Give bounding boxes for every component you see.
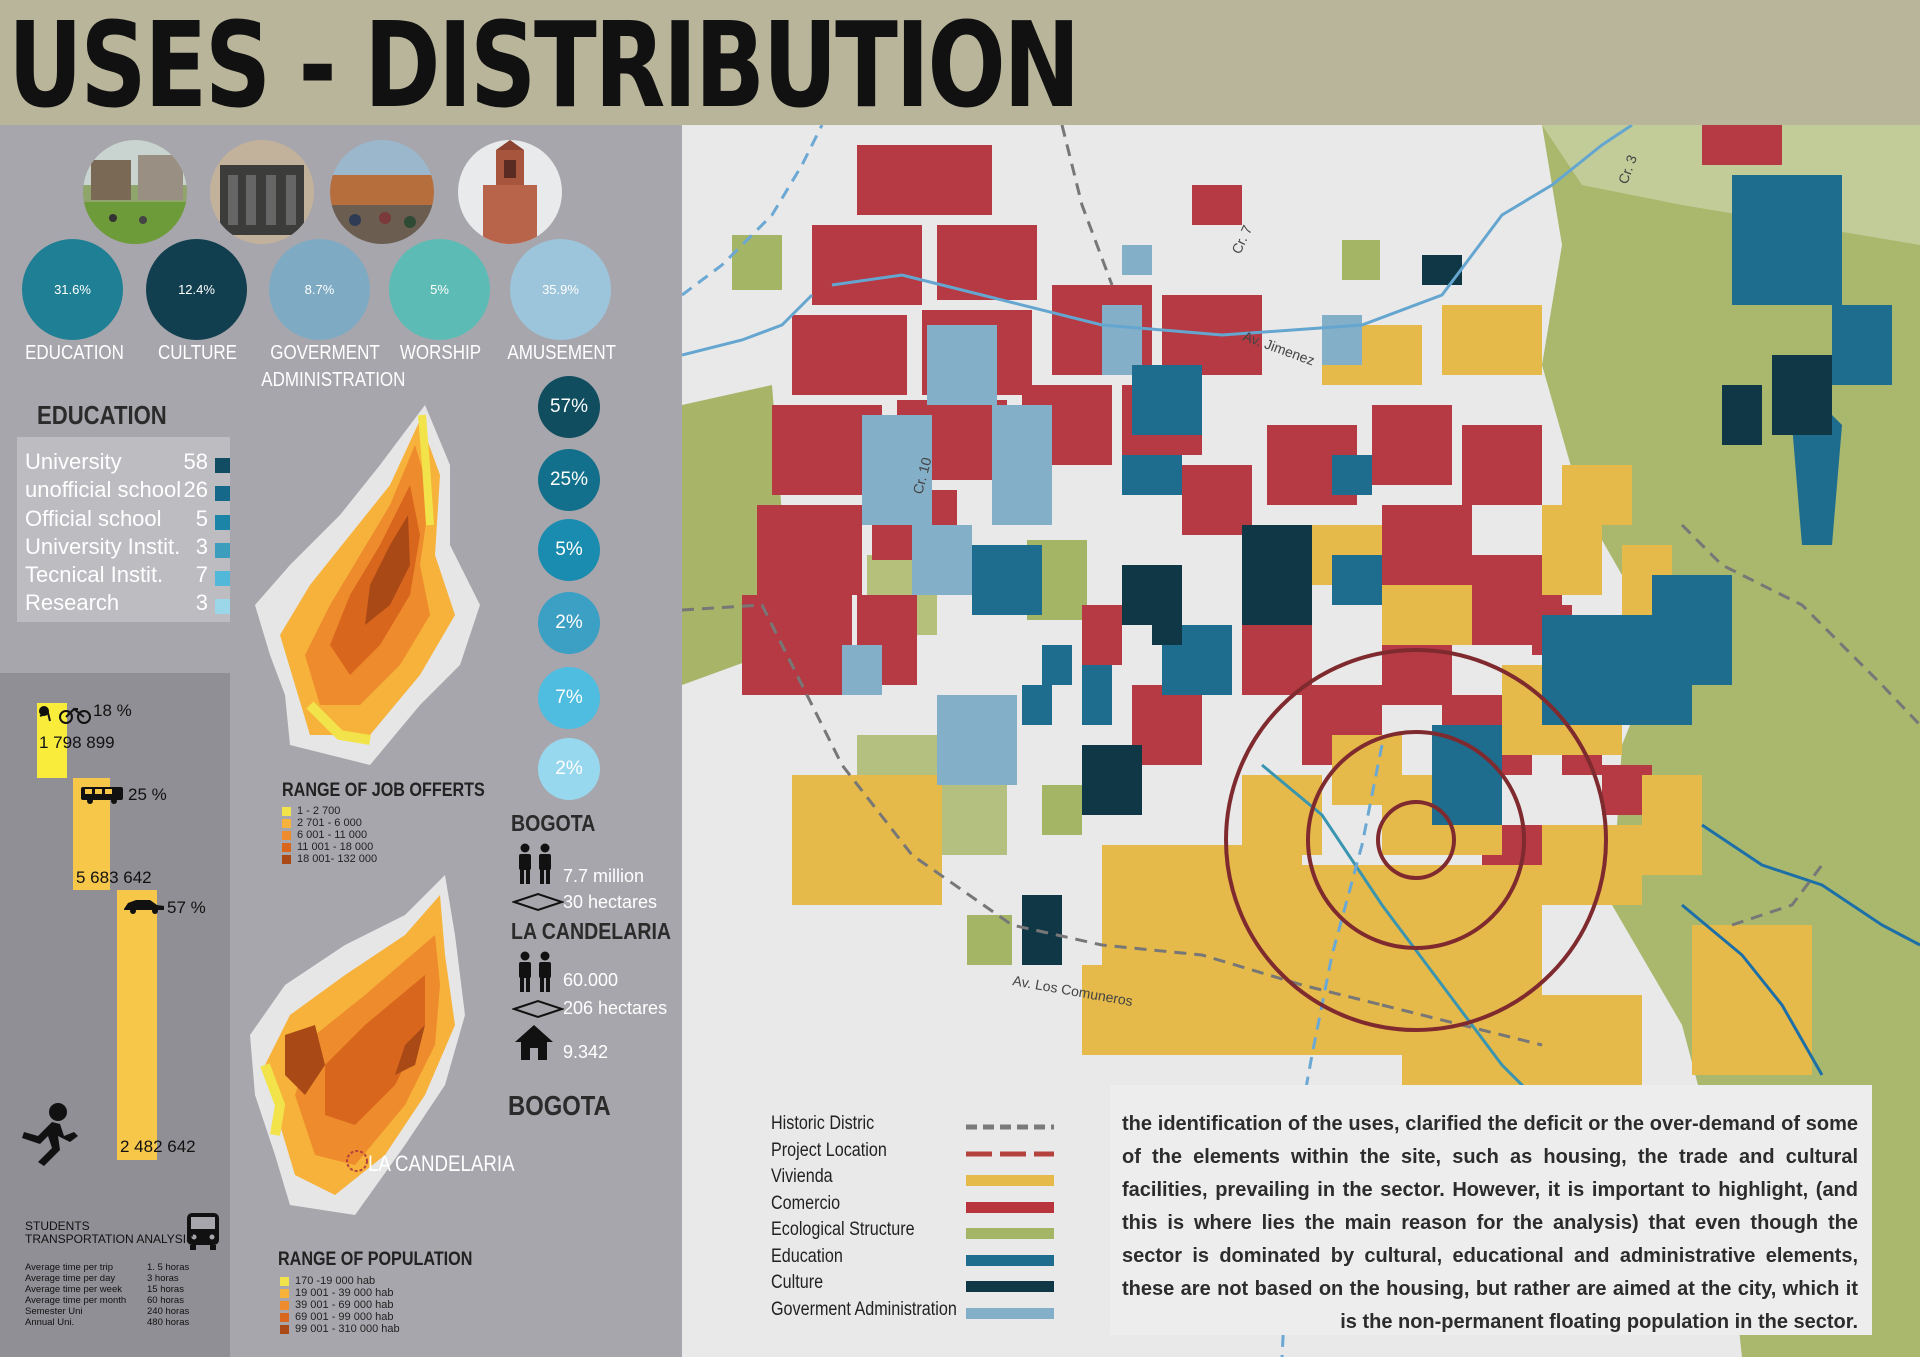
bus-front-icon bbox=[187, 1213, 219, 1250]
people-icon bbox=[519, 843, 551, 884]
education-title: EDUCATION bbox=[37, 400, 167, 430]
bogota-area: 30 hectares bbox=[563, 892, 658, 912]
legend-row: Project Location bbox=[771, 1140, 1054, 1161]
people-icon bbox=[519, 951, 551, 992]
house-icon bbox=[515, 1025, 553, 1060]
area-icon bbox=[512, 999, 564, 1019]
culture-pct-circle: 12.4% bbox=[146, 239, 247, 340]
students-stats-table: Average time per trip 1. 5 horas Average … bbox=[25, 1262, 189, 1328]
stats-row: Annual Uni. 480 horas bbox=[25, 1317, 190, 1328]
map-legend: Historic Distric Project Location Vivien… bbox=[755, 1085, 1070, 1335]
stats-row: Average time per month 60 horas bbox=[25, 1295, 184, 1306]
building-photo bbox=[210, 140, 314, 244]
education-pct-circle: 31.6% bbox=[22, 239, 123, 340]
bus-pct: 25 % bbox=[128, 785, 167, 804]
education-pct-57: 57% bbox=[538, 376, 600, 438]
government-pct-circle: 8.7% bbox=[269, 239, 370, 340]
legend-row: Education bbox=[771, 1246, 1061, 1272]
legend-row: Goverment Administration bbox=[771, 1299, 1061, 1325]
education-pct-25: 25% bbox=[538, 449, 600, 511]
job-map-legend: 1 - 2 700 2 701 - 6 000 6 001 - 11 000 1… bbox=[282, 805, 377, 865]
education-pct-2b: 2% bbox=[538, 738, 600, 800]
la-candelaria-map-label: LA CANDELARIA bbox=[368, 1151, 515, 1176]
amusement-pct-circle: 35.9% bbox=[510, 239, 611, 340]
bike-icon bbox=[39, 706, 91, 724]
transport-panel bbox=[0, 673, 230, 1357]
bus-count: 5 683 642 bbox=[76, 868, 152, 887]
amusement-label: AMUSEMENT bbox=[507, 342, 617, 364]
bogota-heading: BOGOTA bbox=[511, 810, 596, 836]
legend-row: Vivienda bbox=[771, 1166, 1061, 1192]
car-bar bbox=[117, 890, 157, 1160]
education-row: Official school 5 bbox=[25, 506, 230, 534]
candelaria-population: 60.000 bbox=[563, 970, 619, 990]
education-row: University 58 bbox=[25, 449, 230, 477]
education-row: unofficial school 26 bbox=[25, 477, 230, 505]
stats-row: Average time per trip 1. 5 horas bbox=[25, 1262, 190, 1273]
bike-pct: 18 % bbox=[93, 701, 132, 720]
education-label: EDUCATION bbox=[25, 342, 124, 364]
area-icon bbox=[512, 892, 564, 912]
students-title: STUDENTS TRANSPORTATION ANALYSIS bbox=[25, 1219, 195, 1246]
car-icon bbox=[124, 900, 164, 914]
candelaria-area: 206 hectares bbox=[563, 998, 668, 1018]
legend-row: Historic Distric bbox=[771, 1113, 1054, 1134]
population-map-title: RANGE OF POPULATION bbox=[278, 1249, 473, 1270]
campus-photo bbox=[83, 140, 187, 244]
bike-count: 1 798 899 bbox=[39, 733, 115, 752]
candelaria-homes: 9.342 bbox=[563, 1042, 609, 1062]
bogota-population: 7.7 million bbox=[563, 866, 645, 886]
worship-label: WORSHIP bbox=[399, 342, 482, 364]
candelaria-heading: LA CANDELARIA bbox=[511, 918, 672, 944]
description-text: the identification of the uses, clarifie… bbox=[1122, 1113, 1858, 1333]
stats-row: Average time per week 15 horas bbox=[25, 1284, 184, 1295]
education-row: Tecnical Instit. 7 bbox=[25, 562, 230, 590]
culture-label: CULTURE bbox=[157, 342, 238, 364]
population-map-legend: 170 -19 000 hab 19 001 - 39 000 hab 39 0… bbox=[280, 1275, 400, 1335]
market-photo bbox=[330, 140, 434, 244]
education-pct-7: 7% bbox=[538, 667, 600, 729]
bus-icon bbox=[81, 787, 123, 804]
title-bar: USES - DISTRIBUTION bbox=[0, 0, 1920, 134]
education-pct-5: 5% bbox=[538, 519, 600, 581]
legend-row: Culture bbox=[771, 1272, 1061, 1298]
legend-row: Comercio bbox=[771, 1193, 1061, 1219]
page-title: USES - DISTRIBUTION bbox=[8, 0, 1080, 134]
job-map-title: RANGE OF JOB OFFERTS bbox=[282, 780, 485, 801]
job-offers-map bbox=[255, 405, 480, 765]
stats-row: Semester Uni 240 horas bbox=[25, 1306, 190, 1317]
population-map bbox=[250, 875, 465, 1215]
car-count: 2 482 642 bbox=[120, 1137, 196, 1156]
worship-pct-circle: 5% bbox=[389, 239, 490, 340]
legend-row: Ecological Structure bbox=[771, 1219, 1061, 1245]
church-photo bbox=[458, 140, 562, 244]
education-table: University 58 unofficial school 26 Officia… bbox=[17, 437, 230, 622]
description-box: the identification of the uses, clarifie… bbox=[1110, 1085, 1872, 1335]
government-label: GOVERMENT ADMINISTRATION bbox=[261, 342, 406, 391]
education-row: University Instit. 3 bbox=[25, 534, 230, 562]
stats-row: Average time per day 3 horas bbox=[25, 1273, 179, 1284]
running-person-icon bbox=[22, 1103, 78, 1166]
car-pct: 57 % bbox=[167, 898, 206, 917]
education-row: Research 3 bbox=[25, 590, 230, 618]
bogota-bottom-heading: BOGOTA bbox=[508, 1090, 611, 1121]
education-pct-2a: 2% bbox=[538, 592, 600, 654]
